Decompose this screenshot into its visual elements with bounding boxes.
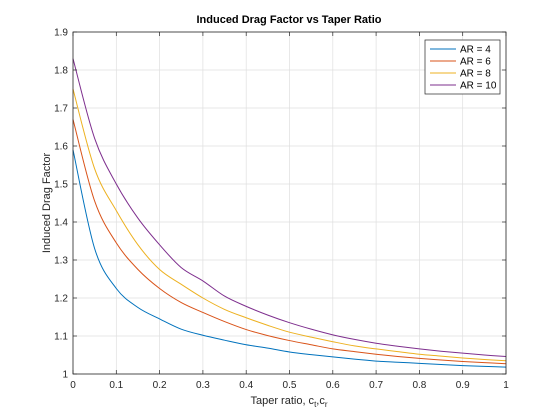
y-tick-label: 1.8 [54, 66, 68, 77]
x-tick-label: 0.3 [196, 380, 210, 391]
y-tick-label: 1.6 [54, 142, 68, 153]
y-tick-label: 1.2 [54, 294, 68, 305]
y-tick-label: 1.7 [54, 104, 68, 115]
x-tick-label: 0.9 [456, 380, 470, 391]
legend: AR = 4AR = 6AR = 8AR = 10 [424, 39, 501, 95]
axis-ticks [72, 31, 507, 375]
y-tick-label: 1.3 [54, 256, 68, 267]
x-axis-label: Taper ratio, ct,cr [250, 395, 327, 409]
y-tick-label: 1.1 [54, 332, 68, 343]
y-tick-label: 1.9 [54, 28, 68, 39]
x-tick-label: 0 [70, 380, 76, 391]
x-tick-label: 0.6 [326, 380, 340, 391]
series-line-1 [72, 149, 507, 368]
legend-label: AR = 4 [460, 45, 491, 56]
x-tick-label: 0.2 [153, 380, 167, 391]
chart-title: Induced Drag Factor vs Taper Ratio [196, 14, 381, 26]
tick-labels: 0 0.1 0.2 0.3 0.4 0.5 0.6 0.7 0.8 0.9 1 1 1.1 1.2 1.3 1… [54, 28, 509, 392]
y-tick-label: 1 [62, 370, 68, 381]
legend-label: AR = 6 [460, 57, 491, 68]
x-tick-label: 0.5 [283, 380, 297, 391]
x-axis-label-prefix: Taper ratio, c [250, 395, 314, 407]
x-tick-label: 0.7 [369, 380, 383, 391]
x-axis-label-sub2: r [325, 400, 328, 409]
x-axis-label-mid: ,c [316, 395, 325, 407]
x-tick-label: 0.1 [109, 380, 123, 391]
legend-label: AR = 10 [460, 81, 497, 92]
x-tick-label: 0.8 [412, 380, 426, 391]
y-axis-label: Induced Drag Factor [41, 153, 53, 254]
x-tick-label: 0.4 [239, 380, 253, 391]
x-axis-label-sub1: t [314, 400, 317, 409]
y-tick-label: 1.5 [54, 180, 68, 191]
y-tick-label: 1.4 [54, 218, 68, 229]
series-lines [72, 58, 507, 368]
series-line-4 [72, 58, 507, 358]
legend-label: AR = 8 [460, 69, 491, 80]
series-line-3 [72, 88, 507, 362]
series-line-2 [72, 119, 507, 365]
x-tick-label: 1 [503, 380, 509, 391]
